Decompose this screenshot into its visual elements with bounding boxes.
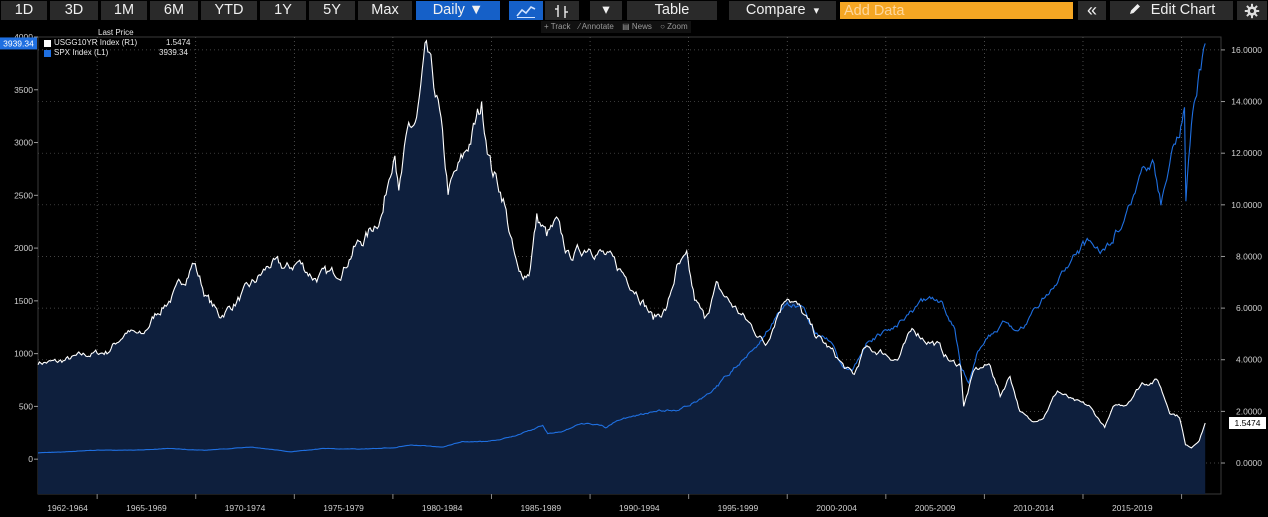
collapse-button[interactable]: «: [1078, 1, 1106, 20]
x-tick-label: 1970-1974: [225, 503, 266, 513]
range-5y-button[interactable]: 5Y: [309, 1, 355, 20]
spx-last-value: 3939.34: [3, 38, 34, 48]
chart-type-dropdown[interactable]: ▾: [590, 1, 622, 20]
range-6m-button[interactable]: 6M: [150, 1, 198, 20]
add-data-input[interactable]: [840, 2, 1073, 19]
right-tick-label: 12.0000: [1231, 148, 1262, 158]
range-3d-button[interactable]: 3D: [50, 1, 98, 20]
x-tick-label: 2010-2014: [1013, 503, 1054, 513]
right-tick-label: 14.0000: [1231, 97, 1262, 107]
right-tick-label: 2.0000: [1236, 406, 1262, 416]
chart-legend: Last Price USGG10YR Index (R1) 1.5474 SP…: [44, 28, 190, 58]
news-tool[interactable]: ▤ News: [622, 22, 652, 31]
x-tick-label: 1985-1989: [520, 503, 561, 513]
right-tick-label: 4.0000: [1236, 355, 1262, 365]
left-tick-label: 2500: [14, 190, 33, 200]
legend-header: Last Price: [98, 28, 134, 37]
usgg10yr-last-value-tag: [1229, 416, 1266, 429]
right-tick-label: 6.0000: [1236, 303, 1262, 313]
left-tick-label: 3000: [14, 138, 33, 148]
right-tick-label: 16.0000: [1231, 45, 1262, 55]
bar-chart-icon[interactable]: [545, 1, 579, 20]
compare-arrow: ▾: [813, 5, 820, 17]
legend-value-spx: 3939.34: [159, 48, 188, 57]
right-tick-label: 0.0000: [1236, 458, 1262, 468]
compare-label: Compare: [745, 2, 806, 18]
x-tick-label: 2000-2004: [816, 503, 857, 513]
table-button[interactable]: Table: [627, 1, 717, 20]
range-1m-button[interactable]: 1M: [101, 1, 147, 20]
edit-chart-button[interactable]: Edit Chart: [1110, 1, 1233, 20]
x-tick-label: 1965-1969: [126, 503, 167, 513]
track-tool[interactable]: + Track: [544, 22, 571, 31]
usgg10yr-last-value: 1.5474: [1235, 418, 1261, 428]
range-1y-button[interactable]: 1Y: [260, 1, 306, 20]
legend-swatch-usgg10yr: [44, 39, 51, 47]
line-chart-icon[interactable]: [509, 1, 543, 20]
legend-item-usgg10yr: USGG10YR Index (R1) 1.5474: [44, 38, 190, 48]
legend-item-spx: SPX Index (L1) 3939.34: [44, 48, 190, 58]
left-tick-label: 1000: [14, 349, 33, 359]
range-max-button[interactable]: Max: [358, 1, 412, 20]
left-tick-label: 4000: [14, 32, 33, 42]
left-tick-label: 1500: [14, 296, 33, 306]
x-tick-label: 2015-2019: [1112, 503, 1153, 513]
right-tick-label: 10.0000: [1231, 200, 1262, 210]
edit-chart-label: Edit Chart: [1150, 2, 1216, 18]
compare-button[interactable]: Compare ▾: [729, 1, 836, 20]
legend-value-usgg10yr: 1.5474: [166, 38, 191, 47]
x-tick-label: 1962-1964: [47, 503, 88, 513]
spx-last-value-tag: [0, 37, 37, 50]
left-tick-label: 2000: [14, 243, 33, 253]
x-tick-label: 1980-1984: [422, 503, 463, 513]
left-tick-label: 3500: [14, 85, 33, 95]
right-tick-label: 8.0000: [1236, 251, 1262, 261]
x-tick-label: 1975-1979: [323, 503, 364, 513]
usgg10yr-area: [38, 40, 1206, 495]
legend-label-spx: SPX Index (L1): [54, 48, 109, 57]
spx-line: [37, 43, 1206, 454]
legend-swatch-spx: [44, 49, 51, 57]
range-ytd-button[interactable]: YTD: [201, 1, 257, 20]
x-tick-label: 1995-1999: [718, 503, 759, 513]
zoom-tool[interactable]: ○ Zoom: [660, 22, 688, 31]
gear-icon[interactable]: [1237, 1, 1267, 20]
chart-toolbar: 1D 3D 1M 6M YTD 1Y 5Y Max Daily ▼ ▾ Tabl…: [0, 0, 1268, 22]
frequency-dropdown[interactable]: Daily ▼: [416, 1, 500, 20]
legend-label-usgg10yr: USGG10YR Index (R1): [54, 38, 138, 47]
x-tick-label: 2005-2009: [915, 503, 956, 513]
range-1d-button[interactable]: 1D: [1, 1, 47, 20]
pencil-icon: [1129, 4, 1140, 14]
chart-subtools: + Track ⁄ Annotate ▤ News ○ Zoom: [541, 21, 691, 33]
annotate-tool[interactable]: ⁄ Annotate: [578, 22, 614, 31]
usgg10yr-line: [37, 39, 1206, 449]
x-tick-label: 1990-1994: [619, 503, 660, 513]
left-tick-label: 0: [28, 454, 33, 464]
left-tick-label: 500: [19, 401, 33, 411]
